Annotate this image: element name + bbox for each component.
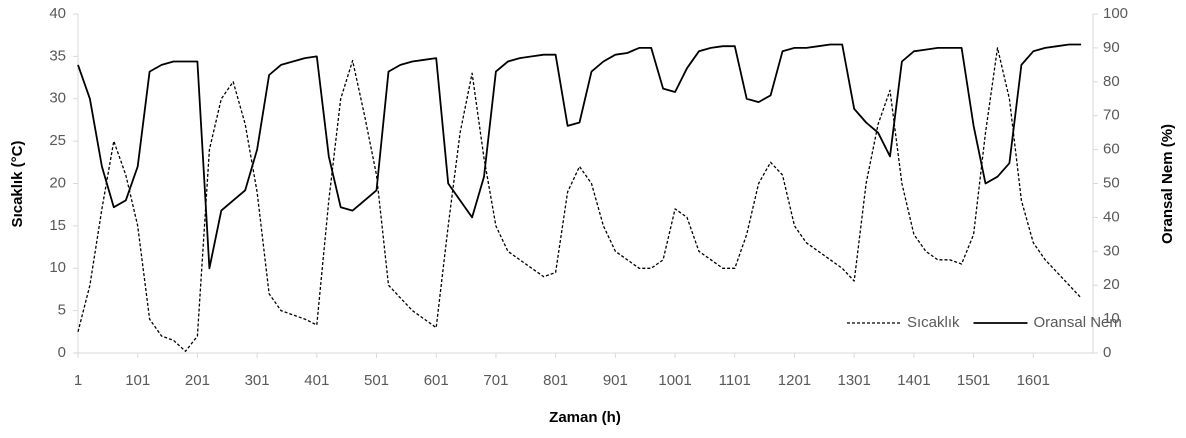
x-tick-label: 201 — [185, 372, 210, 389]
series-line — [77, 43, 1082, 270]
y2-tick-label: 50 — [1103, 174, 1120, 191]
y-tick-label: 40 — [49, 5, 66, 22]
x-tick-label: 1401 — [897, 372, 930, 389]
y-tick-label: 25 — [49, 132, 66, 149]
y-tick-label: 15 — [49, 217, 66, 234]
x-tick-label: 1101 — [719, 372, 751, 389]
y2-tick-label: 10 — [1103, 310, 1120, 327]
x-tick-label: 601 — [424, 372, 449, 389]
y2-tick-label: 0 — [1103, 344, 1111, 361]
x-tick-label: 801 — [543, 372, 568, 389]
y2-tick-label: 80 — [1103, 73, 1120, 90]
x-tick-label: 1001 — [658, 372, 691, 389]
x-tick-label: 1301 — [837, 372, 870, 389]
y2-tick-label: 60 — [1103, 141, 1120, 158]
y-tick-label: 5 — [58, 302, 66, 319]
y-axis-title: Sıcaklık (°C) — [9, 141, 26, 228]
x-tick-label: 101 — [125, 372, 150, 389]
y2-tick-label: 90 — [1103, 39, 1120, 56]
y2-tick-label: 100 — [1103, 5, 1128, 22]
x-axis-title: Zaman (h) — [549, 409, 621, 426]
x-tick-label: 901 — [603, 372, 628, 389]
x-tick-label: 501 — [364, 372, 389, 389]
y-tick-label: 30 — [49, 90, 66, 107]
y-tick-label: 35 — [49, 47, 66, 64]
y-tick-label: 20 — [49, 174, 66, 191]
x-tick-label: 1 — [74, 372, 82, 389]
y2-tick-label: 30 — [1103, 242, 1120, 259]
x-tick-label: 1501 — [957, 372, 990, 389]
x-tick-label: 1201 — [778, 372, 811, 389]
x-tick-label: 1601 — [1017, 372, 1050, 389]
y2-tick-label: 40 — [1103, 208, 1120, 225]
y-tick-label: 0 — [58, 344, 66, 361]
y2-tick-label: 70 — [1103, 107, 1120, 124]
legend-label: Sıcaklık — [907, 314, 960, 331]
y2-tick-label: 20 — [1103, 276, 1120, 293]
y2-axis-title: Oransal Nem (%) — [1159, 124, 1176, 244]
x-tick-label: 301 — [245, 372, 270, 389]
y-tick-label: 10 — [49, 259, 66, 276]
series-line — [77, 47, 1082, 352]
x-tick-label: 701 — [483, 372, 508, 389]
legend-label: Oransal Nem — [1034, 314, 1122, 331]
x-tick-label: 401 — [304, 372, 329, 389]
